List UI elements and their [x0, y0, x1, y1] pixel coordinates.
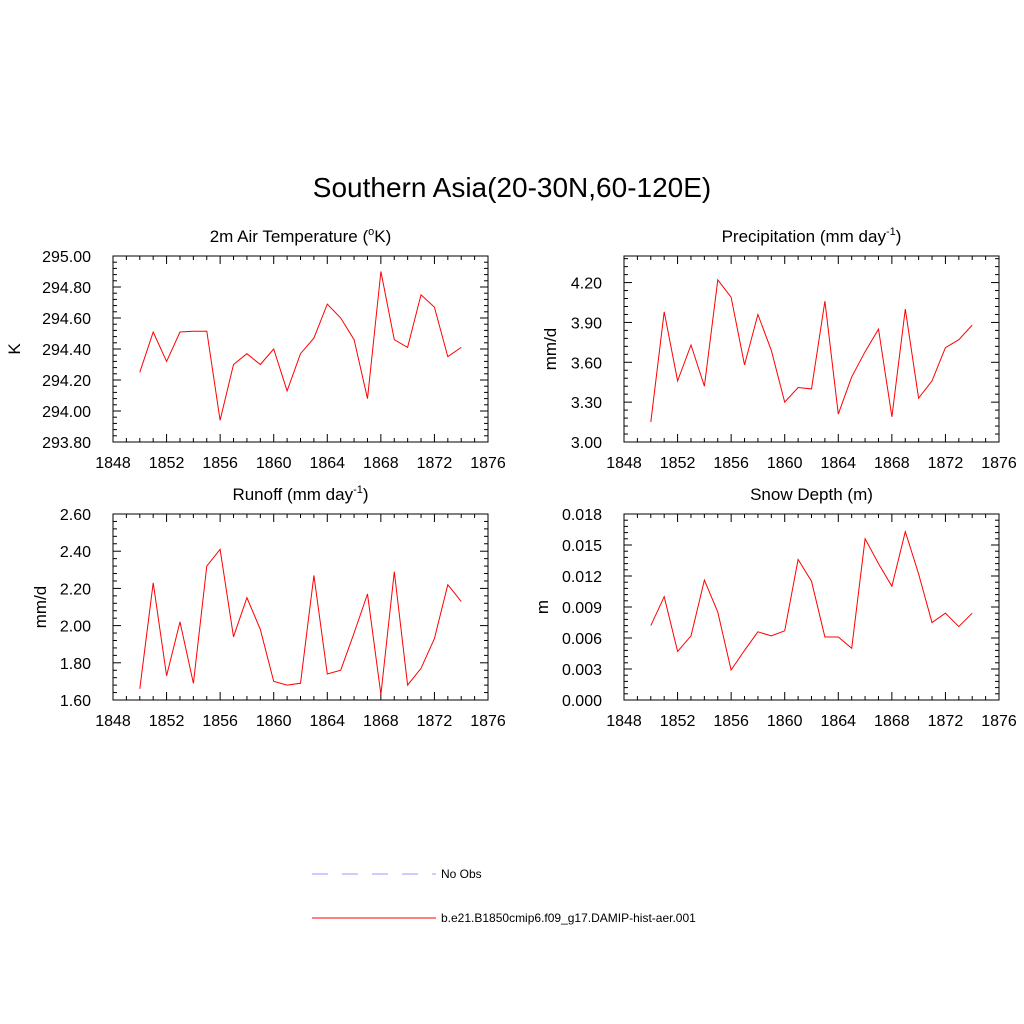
x-tick-label: 1876: [981, 455, 1017, 472]
x-tick-label: 1868: [874, 713, 910, 730]
panel-title-text: Runoff (mm day: [232, 485, 353, 504]
y-tick-label: 0.018: [562, 507, 602, 524]
y-tick-label: 3.90: [571, 315, 602, 332]
panel-3: Runoff (mm day-1) mm/d 1848 1852 1856 1860 186…: [31, 484, 506, 730]
y-tick-label: 3.60: [571, 355, 602, 372]
x-tick-label: 1860: [767, 455, 803, 472]
y-tick-label: 294.60: [42, 311, 91, 328]
y-tick-label: 294.00: [42, 404, 91, 421]
x-tick-label: 1872: [928, 455, 964, 472]
x-tick-label: 1860: [256, 713, 292, 730]
y-tick-label: 294.20: [42, 373, 91, 390]
x-tick-label: 1852: [149, 713, 185, 730]
panel-title-text: Precipitation (mm day: [722, 227, 887, 246]
x-tick-label: 1872: [417, 713, 453, 730]
panel-1: 2m Air Temperature (oK) K 1848 1852 1856 1860…: [5, 226, 506, 472]
x-tick-label: 1864: [309, 455, 345, 472]
panel-4: Snow Depth (m) m 1848 1852 1856 1860 1864 1868 1…: [533, 485, 1017, 730]
x-tick-label: 1864: [820, 455, 856, 472]
y-tick-label: 0.003: [562, 662, 602, 679]
y-tick-label: 294.40: [42, 342, 91, 359]
series-line: [139, 271, 462, 421]
legend-label-1: No Obs: [441, 867, 482, 881]
x-tick-label: 1852: [660, 455, 696, 472]
y-axis-label: mm/d: [31, 586, 50, 629]
panel-title: Precipitation (mm day-1): [722, 226, 902, 246]
y-tick-label: 0.006: [562, 631, 602, 648]
panel-title-text: 2m Air Temperature (: [210, 227, 369, 246]
legend: No Obs b.e21.B1850cmip6.f09_g17.DAMIP-his…: [312, 867, 696, 925]
series-line: [650, 278, 973, 423]
y-tick-label: 2.00: [60, 619, 91, 636]
y-axis-label: m: [533, 600, 552, 614]
panel-title-superscript: o: [368, 226, 374, 238]
y-tick-label: 295.00: [42, 249, 91, 266]
y-axis-label: mm/d: [541, 328, 560, 371]
x-tick-label: 1864: [820, 713, 856, 730]
panel-2: Precipitation (mm day-1) mm/d 1848 1852 1856…: [541, 226, 1017, 472]
x-tick-label: 1868: [363, 713, 399, 730]
panel-title: 2m Air Temperature (oK): [210, 226, 392, 246]
x-tick-label: 1852: [149, 455, 185, 472]
y-tick-label: 2.40: [60, 544, 91, 561]
y-tick-label: 0.000: [562, 693, 602, 710]
panel-title-text: Snow Depth (m): [750, 485, 873, 504]
figure-title: Southern Asia(20-30N,60-120E): [312, 172, 712, 203]
x-tick-label: 1848: [95, 713, 131, 730]
panel-title-suffix: K): [374, 227, 391, 246]
y-tick-label: 0.009: [562, 600, 602, 617]
x-tick-label: 1856: [202, 455, 238, 472]
x-tick-label: 1856: [713, 455, 749, 472]
x-tick-label: 1848: [606, 455, 642, 472]
plot-frame: [623, 513, 1000, 701]
x-tick-label: 1868: [363, 455, 399, 472]
y-tick-label: 3.00: [571, 435, 602, 452]
y-tick-label: 1.80: [60, 656, 91, 673]
x-tick-label: 1868: [874, 455, 910, 472]
plot-frame: [623, 255, 1000, 443]
x-tick-label: 1876: [470, 455, 506, 472]
y-tick-label: 3.30: [571, 395, 602, 412]
x-tick-label: 1872: [417, 455, 453, 472]
x-tick-label: 1876: [470, 713, 506, 730]
panel-title: Runoff (mm day-1): [232, 484, 368, 504]
panel-title-superscript: -1: [886, 226, 896, 238]
y-tick-label: 4.20: [571, 276, 602, 293]
x-tick-label: 1856: [202, 713, 238, 730]
panel-title-suffix: ): [363, 485, 369, 504]
y-tick-label: 1.60: [60, 693, 91, 710]
x-tick-label: 1848: [606, 713, 642, 730]
x-tick-label: 1876: [981, 713, 1017, 730]
y-tick-label: 293.80: [42, 435, 91, 452]
legend-label-2: b.e21.B1850cmip6.f09_g17.DAMIP-hist-aer.…: [441, 911, 696, 925]
y-tick-label: 0.012: [562, 569, 602, 586]
panel-title: Snow Depth (m): [750, 485, 873, 504]
x-tick-label: 1860: [767, 713, 803, 730]
series-line: [139, 548, 462, 695]
plot-frame: [112, 513, 489, 701]
x-tick-label: 1872: [928, 713, 964, 730]
y-tick-label: 2.60: [60, 507, 91, 524]
y-axis-label: K: [5, 343, 24, 355]
panel-title-suffix: ): [896, 227, 902, 246]
x-tick-label: 1860: [256, 455, 292, 472]
series-line: [650, 529, 973, 672]
x-tick-label: 1852: [660, 713, 696, 730]
y-tick-label: 0.015: [562, 538, 602, 555]
x-tick-label: 1848: [95, 455, 131, 472]
x-tick-label: 1864: [309, 713, 345, 730]
panel-title-superscript: -1: [353, 484, 363, 496]
plot-frame: [112, 255, 489, 443]
y-tick-label: 294.80: [42, 280, 91, 297]
x-tick-label: 1856: [713, 713, 749, 730]
y-tick-label: 2.20: [60, 581, 91, 598]
